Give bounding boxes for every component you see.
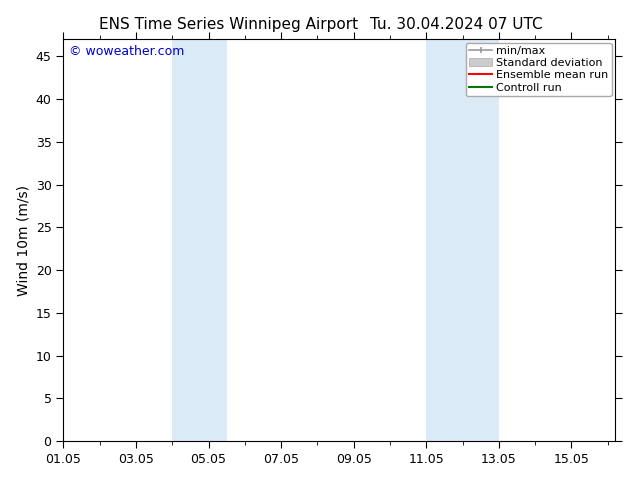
Text: Tu. 30.04.2024 07 UTC: Tu. 30.04.2024 07 UTC (370, 17, 543, 32)
Y-axis label: Wind 10m (m/s): Wind 10m (m/s) (16, 185, 30, 295)
Bar (172, 39, 227, 441)
Bar (426, 39, 499, 441)
Text: © woweather.com: © woweather.com (69, 45, 184, 58)
Text: ENS Time Series Winnipeg Airport: ENS Time Series Winnipeg Airport (99, 17, 358, 32)
Legend: min/max, Standard deviation, Ensemble mean run, Controll run: min/max, Standard deviation, Ensemble me… (466, 43, 612, 96)
